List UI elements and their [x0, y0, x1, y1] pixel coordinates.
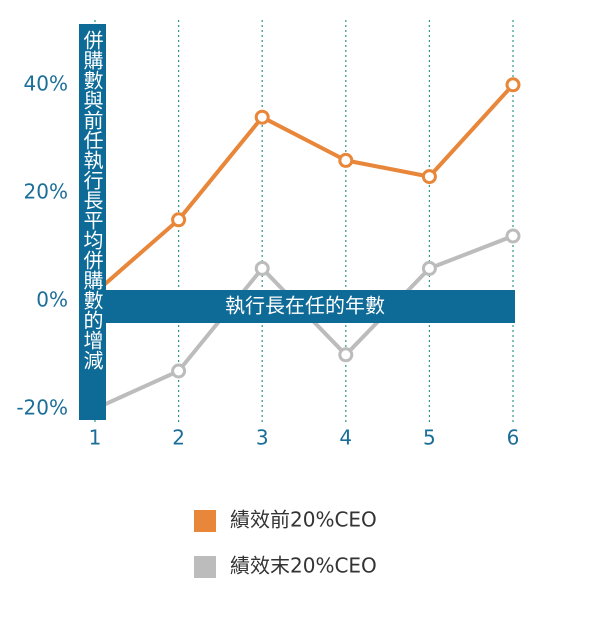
x-tick-label: 4	[339, 426, 352, 450]
y-tick-label: 20%	[24, 179, 68, 203]
grid	[94, 20, 514, 425]
x-tick-label: 3	[256, 426, 269, 450]
y-axis-label: 併購數與前任執行長平均併購數的增減	[80, 30, 104, 370]
plot	[87, 77, 521, 417]
point	[338, 347, 354, 363]
x-axis-label: 執行長在任的年數	[225, 294, 385, 318]
x-tick-label: 2	[172, 426, 185, 450]
x-tick-label: 1	[89, 426, 102, 450]
ticks: 1 2 3 4 5 6 -20% 0% 20% 40%	[16, 71, 519, 449]
x-tick-label: 6	[507, 426, 520, 450]
legend-swatch	[194, 510, 216, 532]
x-label-band	[105, 290, 515, 323]
legend-swatch	[194, 556, 216, 578]
point	[421, 169, 437, 185]
point	[171, 363, 187, 379]
point	[254, 109, 270, 125]
point	[421, 260, 437, 276]
point	[171, 212, 187, 228]
y-label-band	[79, 24, 106, 420]
y-tick-label: 0%	[36, 287, 68, 311]
point	[338, 152, 354, 168]
point	[505, 77, 521, 93]
legend: 績效前20%CEO 績效末20%CEO	[194, 508, 377, 578]
point	[254, 260, 270, 276]
legend-label: 績效前20%CEO	[230, 508, 377, 532]
y-tick-label: -20%	[16, 395, 68, 419]
point	[505, 228, 521, 244]
y-tick-label: 40%	[24, 71, 68, 95]
series-line	[93, 83, 515, 295]
x-tick-label: 5	[423, 426, 436, 450]
legend-label: 績效末20%CEO	[230, 554, 377, 578]
